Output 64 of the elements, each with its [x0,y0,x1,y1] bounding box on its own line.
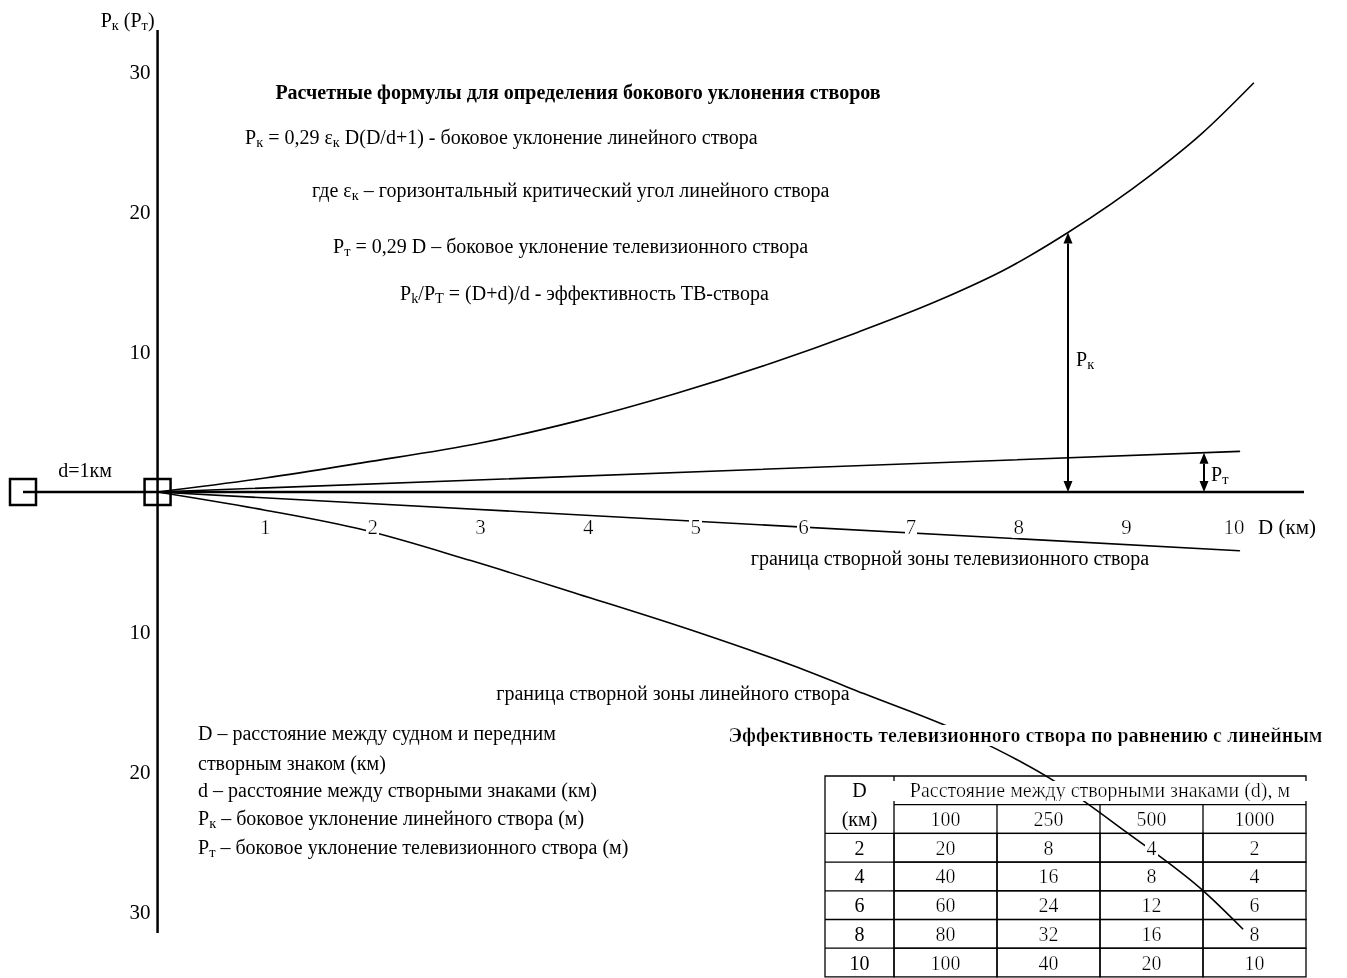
annotation: граница створной зоны линейного створа [496,682,850,705]
y-tick-label: 6 [854,894,865,917]
y-tick-label: 8 [854,922,865,945]
annotation: граница створной зоны телевизионного створа [750,547,1150,570]
data-label: 32 [1038,922,1059,945]
x-tick-label: 9 [1121,515,1132,540]
data-label: 100 [930,951,961,974]
y-tick-label: 20 [129,200,151,225]
annotation: P$_{т}$ [1211,463,1230,487]
data-label: 80 [935,922,956,945]
y-tick-label: 30 [129,900,151,925]
data-label: 12 [1141,894,1162,917]
annotation: P$_{к}$ [1076,348,1095,372]
text: Расчетные формулы для определения бокового уклонения створов [275,81,881,104]
data-label: 16 [1141,922,1162,945]
y-axis-title: D (км) [841,779,878,832]
x-tick-label: 100 [930,808,961,831]
chart-title: Эффективность телевизионного створа по равнению с линейным [728,724,1323,747]
annotation: D – расстояние между судном и передним створным знаком (км) [198,722,557,775]
x-tick-label: 6 [798,515,809,540]
x-tick-label: 2 [367,515,379,540]
x-axis-title: D (км) [1258,515,1316,540]
y-tick-label: 2 [854,836,865,859]
x-tick-label: 10 [1223,515,1245,540]
data-label: 16 [1038,865,1059,888]
annotation: P$_{т}$ = 0,29 D – боковое уклонение телевизионного створа [333,235,809,259]
annotation: где ε$_{к}$ – горизонтальный критический угол линейного створа [312,179,830,203]
annotation: P$_{к}$ = 0,29 ε$_{к}$ D(D/d+1) - боковое уклонение линейного створа [245,126,758,150]
x-tick-label: 4 [582,515,594,540]
data-label: 4 [1249,865,1260,888]
y-tick-label: 10 [129,620,151,645]
data-label: 2 [1249,836,1260,859]
x-tick-label: 500 [1136,808,1167,831]
data-label: 10 [1244,951,1265,974]
data-label: 20 [935,836,956,859]
data-label: 24 [1038,894,1059,917]
data-label: 40 [935,865,956,888]
data-label: 6 [1249,894,1260,917]
data-label: 8 [1043,836,1054,859]
data-label: 8 [1249,922,1260,945]
annotation: d=1км [58,459,113,481]
x-tick-label: 3 [475,515,486,540]
y-tick-label: 20 [129,760,151,785]
data-label: 20 [1141,951,1162,974]
x-tick-label: 250 [1033,808,1064,831]
data-label: 8 [1146,865,1157,888]
annotation: P$_{k}$/P$_{T}$ = (D+d)/d - эффективность ТВ-створа [400,282,769,306]
x-tick-label: 1 [259,515,271,540]
annotation: P$_{т}$ – боковое уклонение телевизионного створа (м) [198,836,629,860]
x-tick-label: 7 [905,515,917,540]
x-tick-label: 1000 [1234,808,1275,831]
annotation: d – расстояние между створными знаками (км) [198,779,597,802]
data-label: 60 [935,894,956,917]
data-label: 40 [1038,951,1059,974]
x-tick-label: 8 [1013,515,1024,540]
data-label: 4 [1146,836,1157,859]
y-tick-label: 4 [854,865,865,888]
x-tick-label: 5 [690,515,702,540]
annotation: P$_{к}$ – боковое уклонение линейного створа (м) [198,807,585,831]
x-axis-title: Расстояние между створными знаками (d), м [909,779,1291,803]
y-tick-label: 10 [129,340,151,365]
y-tick-label: 30 [129,60,151,85]
y-axis-title: P$_{к}$ (P$_{т}$) [100,9,155,33]
y-tick-label: 10 [849,951,870,974]
